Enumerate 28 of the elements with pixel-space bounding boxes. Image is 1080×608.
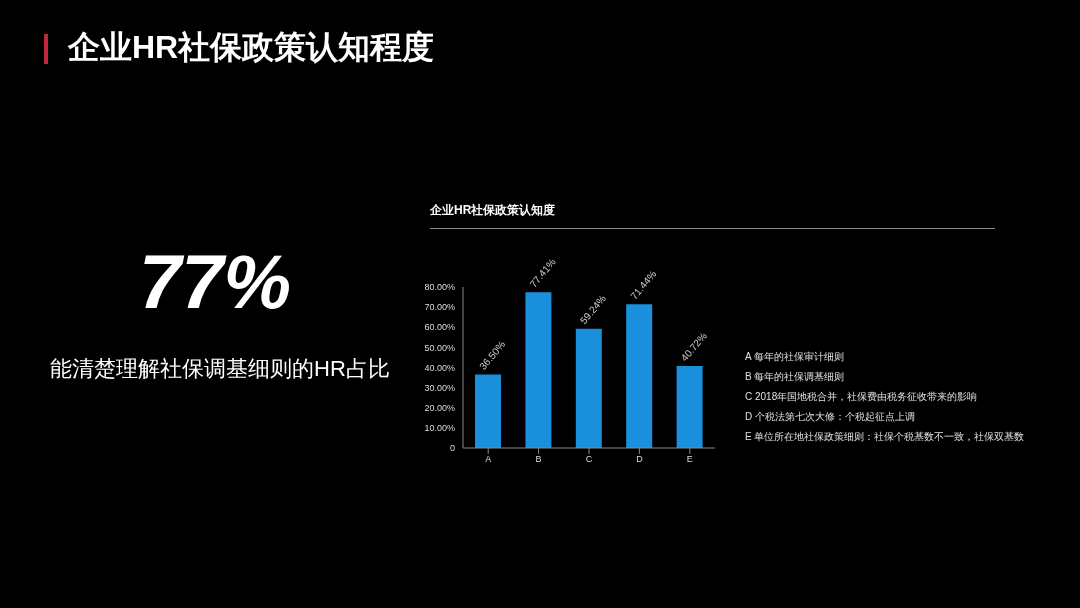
y-tick-label: 10.00% [424,423,455,434]
text: 能清楚理解社保调基细则的HR占比 [49,355,391,383]
text: E 单位所在地社保政策细则：社保个税基数不一致，社保双基数 [745,430,1025,444]
x-tick-label: B [535,454,542,465]
y-tick-label: 60.00% [424,322,455,333]
bar [676,366,703,448]
y-tick-label: 50.00% [424,342,455,353]
y-tick-label: 40.00% [424,362,455,373]
bar [525,292,552,448]
x-tick-label: C [585,454,593,465]
text: D 个税法第七次大修：个税起征点上调 [745,410,916,424]
bar [626,304,653,448]
text: B 每年的社保调基细则 [745,370,846,384]
x-tick-label: E [686,454,693,465]
chart-subtitle: 企业HR社保政策认知度 [430,202,556,219]
x-tick-label: A [485,454,492,465]
y-tick-label: 0 [449,443,455,454]
text: A 每年的社保审计细则 [745,350,845,364]
y-tick-label: 70.00% [424,302,455,313]
text: C 2018年国地税合并，社保费由税务征收带来的影响 [745,390,979,404]
chart-title: 企业HR社保政策认知程度 [68,28,435,67]
text: 77% [137,238,293,325]
bar [475,374,501,448]
x-tick-label: D [636,454,644,465]
bar [575,328,602,448]
y-tick-label: 20.00% [424,402,455,413]
y-tick-label: 30.00% [424,382,455,393]
y-tick-label: 80.00% [424,282,455,293]
